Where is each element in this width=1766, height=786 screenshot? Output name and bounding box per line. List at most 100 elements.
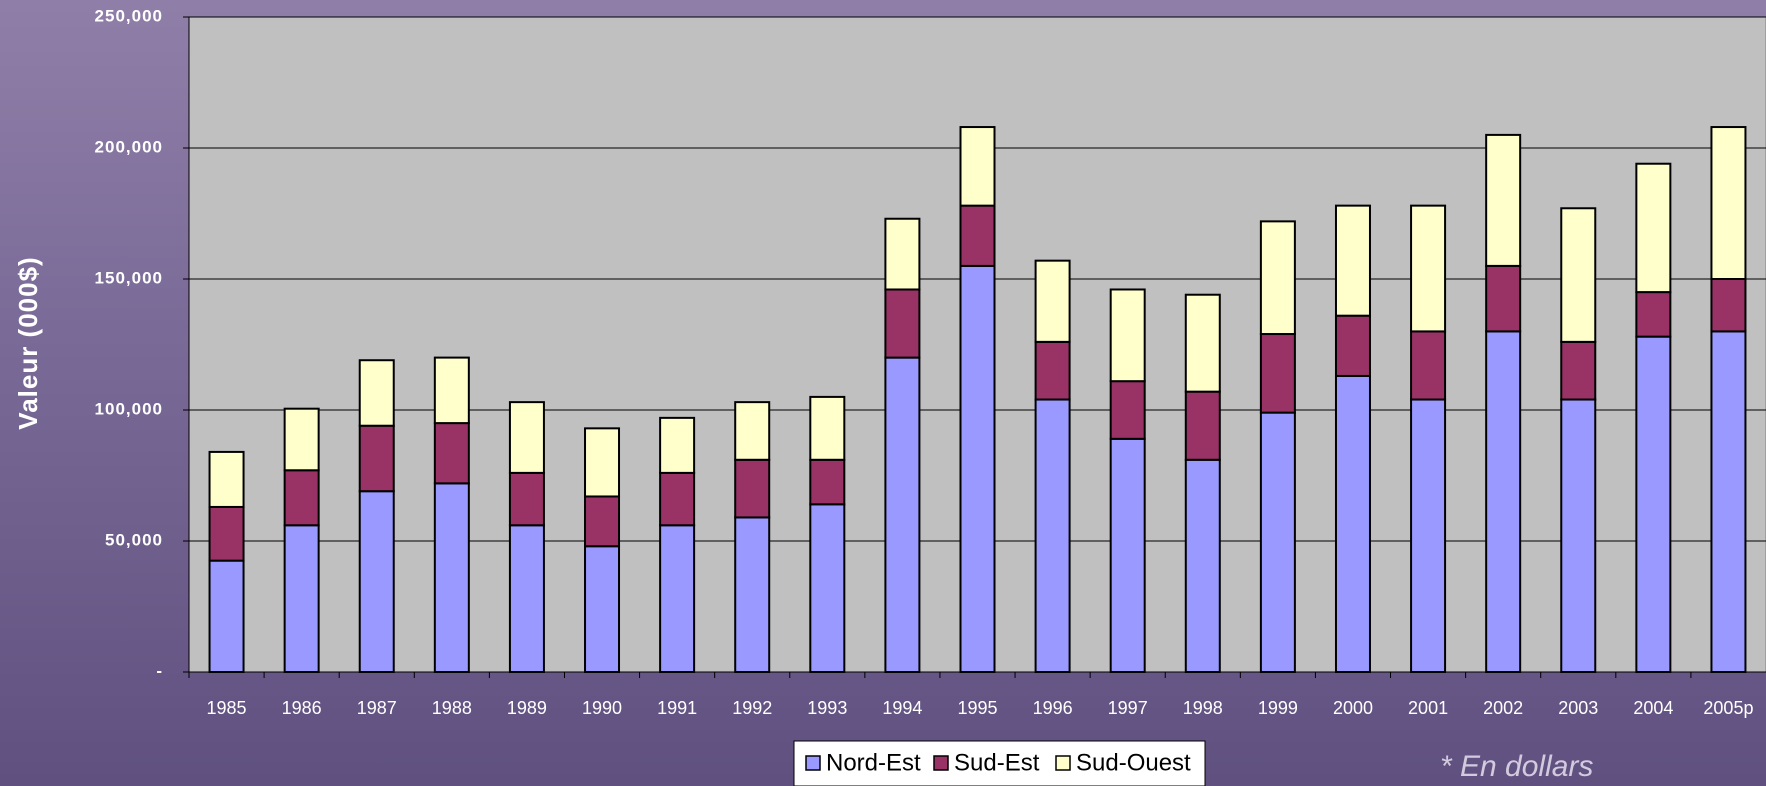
bar-segment — [433, 356, 470, 425]
bar-segment — [884, 288, 921, 359]
y-tick-label: 200,000 — [95, 137, 163, 156]
legend-swatch — [933, 755, 949, 771]
bar-segment — [734, 458, 771, 519]
bar-segment — [584, 545, 621, 673]
bar-segment — [1485, 264, 1522, 333]
bar-segment — [1259, 411, 1296, 673]
legend-label: Nord-Est — [826, 749, 921, 776]
x-tick-label: 1997 — [1108, 698, 1148, 718]
x-tick-label: 1994 — [882, 698, 922, 718]
bar-segment — [959, 126, 996, 207]
bar-segment — [584, 427, 621, 498]
bar-segment — [1560, 340, 1597, 401]
x-tick-label: 1993 — [807, 698, 847, 718]
bar-segment — [1560, 398, 1597, 673]
y-tick-label: 100,000 — [95, 399, 163, 418]
x-tick-label: 2003 — [1558, 698, 1598, 718]
x-tick-label: 1990 — [582, 698, 622, 718]
bar-segment — [208, 450, 245, 508]
legend-label: Sud-Ouest — [1076, 749, 1191, 776]
legend-label: Sud-Est — [954, 749, 1040, 776]
bar-segment — [1410, 330, 1447, 401]
bar-segment — [1184, 458, 1221, 673]
bar-segment — [508, 471, 545, 527]
x-tick-label: 1998 — [1183, 698, 1223, 718]
x-tick-label: 1986 — [282, 698, 322, 718]
bar-segment — [734, 516, 771, 673]
bar-segment — [584, 495, 621, 548]
bar-segment — [358, 359, 395, 427]
bar-segment — [659, 416, 696, 474]
x-tick-label: 1985 — [207, 698, 247, 718]
bar-segment — [1485, 330, 1522, 673]
x-tick-label: 1987 — [357, 698, 397, 718]
bar-segment — [809, 503, 846, 673]
bar-segment — [358, 490, 395, 673]
bar-segment — [1259, 220, 1296, 336]
x-tick-label: 2002 — [1483, 698, 1523, 718]
legend-swatch — [1055, 755, 1071, 771]
bar-segment — [1184, 293, 1221, 393]
bar-segment — [1109, 288, 1146, 383]
bar-segment — [1635, 291, 1672, 338]
x-tick-label: 2000 — [1333, 698, 1373, 718]
bar-segment — [1034, 340, 1071, 401]
bar-segment — [884, 356, 921, 673]
bar-segment — [1485, 133, 1522, 267]
legend-swatch — [805, 755, 821, 771]
bar-segment — [208, 559, 245, 674]
bar-segment — [884, 217, 921, 291]
x-tick-label: 1988 — [432, 698, 472, 718]
bar-segment — [734, 401, 771, 461]
x-tick-label: 1999 — [1258, 698, 1298, 718]
y-tick-label: 250,000 — [95, 6, 163, 25]
bar-segment — [508, 524, 545, 674]
bar-segment — [1034, 259, 1071, 343]
bar-segment — [508, 401, 545, 474]
bar-segment — [959, 204, 996, 267]
bar-segment — [1635, 335, 1672, 673]
y-axis-label: Valeur (000$) — [13, 256, 43, 429]
bar-segment — [1710, 278, 1747, 333]
bar-segment — [959, 264, 996, 673]
bar-segment — [1710, 330, 1747, 673]
x-tick-label: 2001 — [1408, 698, 1448, 718]
bar-segment — [1034, 398, 1071, 673]
bar-segment — [433, 422, 470, 485]
x-tick-label: 1991 — [657, 698, 697, 718]
bar-segment — [1334, 314, 1371, 377]
bar-segment — [1109, 380, 1146, 440]
x-tick-label: 1992 — [732, 698, 772, 718]
bar-segment — [283, 469, 320, 527]
bar-segment — [283, 407, 320, 472]
x-tick-label: 1989 — [507, 698, 547, 718]
bar-segment — [433, 482, 470, 673]
legend-box — [793, 740, 1206, 786]
bar-segment — [809, 395, 846, 461]
bar-segment — [1635, 162, 1672, 294]
bar-segment — [1560, 207, 1597, 343]
bar-segment — [1184, 390, 1221, 461]
x-tick-label: 1996 — [1033, 698, 1073, 718]
bar-segment — [659, 524, 696, 674]
bar-segment — [659, 471, 696, 527]
y-tick-label: 150,000 — [95, 268, 163, 287]
bar-segment — [1710, 126, 1747, 281]
bar-segment — [809, 458, 846, 506]
y-tick-label: 50,000 — [105, 530, 163, 549]
bar-segment — [1259, 333, 1296, 414]
x-tick-label: 1995 — [957, 698, 997, 718]
bar-segment — [1410, 398, 1447, 673]
x-tick-label: 2004 — [1633, 698, 1673, 718]
bar-segment — [208, 505, 245, 562]
bar-segment — [1334, 204, 1371, 317]
bar-segment — [1109, 437, 1146, 673]
footnote: * En dollars — [1440, 750, 1593, 783]
bar-segment — [1410, 204, 1447, 333]
bar-segment — [358, 424, 395, 493]
y-tick-label: - — [156, 661, 163, 680]
bar-segment — [1334, 374, 1371, 673]
x-tick-label: 2005p — [1703, 698, 1753, 718]
bar-segment — [283, 524, 320, 674]
